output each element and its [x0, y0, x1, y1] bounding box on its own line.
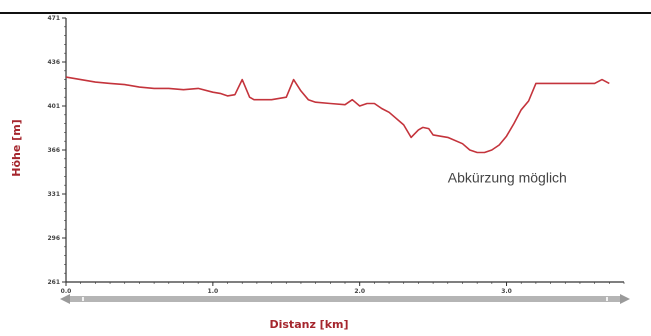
range-start-grip[interactable]: [82, 297, 84, 301]
elevation-series-line: [65, 76, 610, 154]
y-tick-label: 296: [47, 235, 60, 242]
y-tick-label: 401: [47, 103, 60, 110]
range-end-grip[interactable]: [606, 297, 608, 301]
range-start-handle[interactable]: [60, 294, 70, 304]
x-axis: 0.0 1.0 2.0 3.0: [61, 281, 625, 295]
y-tick-label: 261: [47, 279, 60, 286]
x-tick-label: 1.0: [208, 288, 219, 295]
range-track[interactable]: [66, 296, 624, 302]
y-axis-title: Höhe [m]: [10, 119, 23, 176]
y-tick-label: 471: [47, 15, 60, 22]
y-tick-label: 331: [47, 191, 60, 198]
x-tick-label: 0.0: [61, 288, 72, 295]
annotation-label: Abkürzung möglich: [448, 170, 567, 186]
plot-area: [65, 76, 610, 154]
x-axis-title: Distanz [km]: [269, 318, 348, 331]
x-tick-label: 3.0: [501, 288, 512, 295]
range-slider[interactable]: [60, 294, 630, 304]
y-axis: 471 436 401 366 331 296 261: [47, 15, 67, 286]
y-tick-label: 436: [47, 59, 60, 66]
x-tick-label: 2.0: [354, 288, 365, 295]
range-end-handle[interactable]: [620, 294, 630, 304]
y-tick-label: 366: [47, 147, 60, 154]
